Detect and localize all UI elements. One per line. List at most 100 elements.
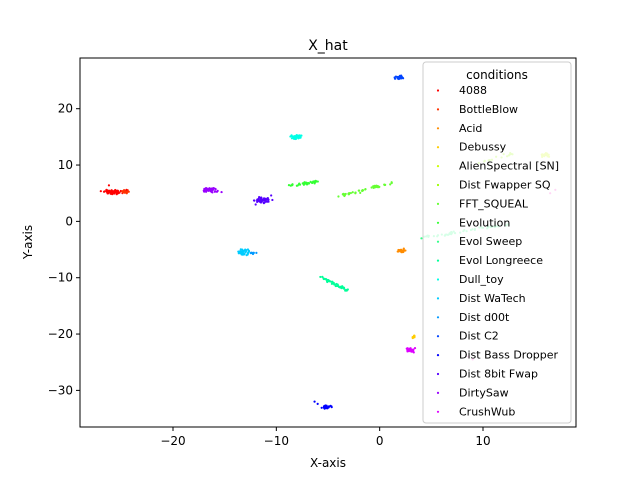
data-point xyxy=(407,350,411,353)
data-point xyxy=(211,191,214,194)
data-point xyxy=(114,188,117,192)
legend-label: Dist Fwapper SQ xyxy=(459,179,551,192)
data-point xyxy=(334,284,337,288)
legend-label: Acid xyxy=(459,122,482,135)
legend-label: Evol Sweep xyxy=(459,235,522,248)
data-point xyxy=(309,180,312,183)
data-point xyxy=(243,253,246,256)
series-4088 xyxy=(99,188,125,196)
legend-item: Dist WaTech xyxy=(436,292,526,305)
data-point xyxy=(331,280,334,283)
data-point xyxy=(420,237,423,240)
legend-title: conditions xyxy=(466,68,528,82)
data-point xyxy=(213,190,216,193)
x-tick-label: 10 xyxy=(475,434,490,448)
data-point xyxy=(249,252,252,255)
data-point xyxy=(346,288,349,291)
data-point xyxy=(396,75,399,79)
y-tick-label: 0 xyxy=(65,214,73,228)
legend-label: Dull_toy xyxy=(459,273,504,286)
data-point xyxy=(410,349,413,352)
data-point xyxy=(323,406,326,409)
legend-label: 4088 xyxy=(459,84,487,97)
data-point xyxy=(332,282,335,285)
series-evolution xyxy=(287,179,319,187)
data-point xyxy=(307,182,310,185)
data-point xyxy=(247,249,250,253)
y-tick-label: −30 xyxy=(48,383,73,397)
data-point xyxy=(344,289,347,292)
series-dist-d00t xyxy=(249,251,258,256)
data-point xyxy=(294,137,298,140)
legend: conditions 4088 BottleBlow Acid Debussy Alie… xyxy=(422,61,572,424)
data-point xyxy=(402,247,405,250)
x-tick-label: −10 xyxy=(264,434,289,448)
data-point xyxy=(208,188,211,191)
data-point xyxy=(298,182,301,185)
data-point xyxy=(109,191,112,194)
y-tick-label: 10 xyxy=(58,158,73,172)
data-point xyxy=(343,194,346,198)
data-point xyxy=(370,186,373,189)
data-point xyxy=(270,194,273,197)
legend-item: Dist 8bit Fwap xyxy=(436,368,538,381)
data-point xyxy=(328,280,331,283)
data-point xyxy=(241,248,244,251)
y-tick-label: −20 xyxy=(48,327,73,341)
data-point xyxy=(240,251,244,254)
legend-marker xyxy=(436,391,440,394)
legend-marker xyxy=(436,372,440,376)
legend-item: 4088 xyxy=(436,84,487,97)
legend-item: Evol Sweep xyxy=(436,235,522,248)
legend-marker xyxy=(436,165,440,168)
legend-entries: 4088 BottleBlow Acid Debussy AlienSpectral [… xyxy=(436,84,559,418)
data-point xyxy=(319,275,322,279)
series-dist-bass-dropper xyxy=(320,404,333,410)
legend-item: FFT_SQUEAL xyxy=(436,197,529,210)
legend-frame xyxy=(422,61,572,424)
data-point xyxy=(337,285,341,289)
data-point xyxy=(115,192,118,195)
data-point xyxy=(292,137,296,140)
legend-item: Dull_toy xyxy=(436,273,504,286)
legend-marker xyxy=(436,316,440,319)
data-point xyxy=(243,249,246,252)
data-point xyxy=(413,346,417,350)
data-point xyxy=(290,137,294,140)
data-point xyxy=(401,250,404,253)
series-dirtysaw xyxy=(202,187,219,194)
data-point xyxy=(344,192,347,196)
data-point xyxy=(258,195,261,199)
data-point xyxy=(108,189,111,192)
legend-item: CrushWub xyxy=(436,405,515,418)
legend-item: Debussy xyxy=(436,141,507,154)
legend-label: Evolution xyxy=(459,216,510,229)
data-point xyxy=(393,77,397,80)
data-point xyxy=(245,249,248,253)
data-point xyxy=(296,184,299,187)
data-point xyxy=(110,189,113,192)
legend-marker xyxy=(436,221,440,224)
data-point xyxy=(237,252,240,255)
data-point xyxy=(383,183,386,186)
data-point xyxy=(212,187,215,190)
data-point xyxy=(107,184,111,187)
series-evol-longreece xyxy=(319,275,349,292)
data-point xyxy=(267,200,270,203)
data-point xyxy=(121,190,124,193)
y-tick-label: −10 xyxy=(48,271,73,285)
data-point xyxy=(290,135,294,138)
legend-marker xyxy=(436,108,440,111)
series-dull-toy xyxy=(289,133,303,141)
ticks-layer: −20 −10 0 10 −30 −20 −10 0 10 20 xyxy=(48,102,491,448)
data-point xyxy=(361,189,365,192)
legend-marker xyxy=(436,297,440,300)
data-point xyxy=(372,185,376,188)
data-point xyxy=(261,198,264,201)
data-point xyxy=(351,191,354,194)
data-point xyxy=(313,180,316,183)
data-point xyxy=(316,402,319,405)
data-point xyxy=(396,250,399,253)
data-point xyxy=(264,197,267,200)
x-tick-label: −20 xyxy=(160,434,185,448)
